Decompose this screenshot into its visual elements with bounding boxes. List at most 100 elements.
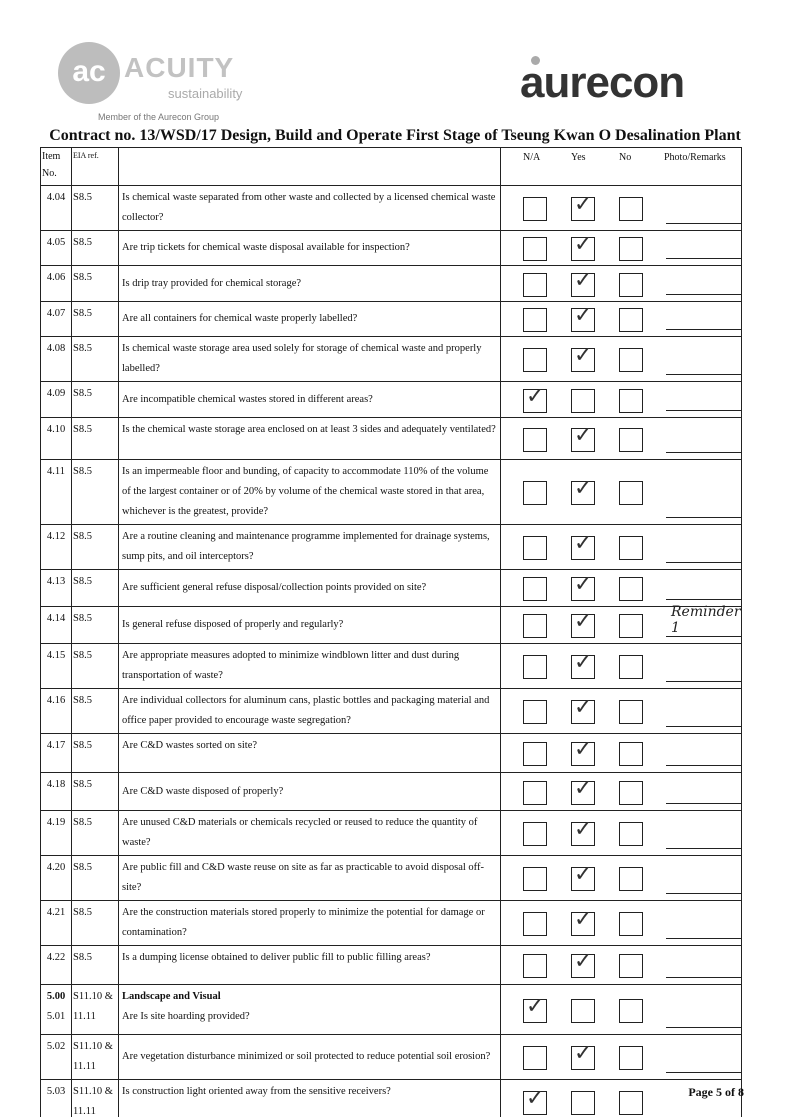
checkbox-no[interactable] <box>619 998 643 1023</box>
question-cell: Is construction light oriented away from… <box>118 1079 501 1117</box>
checkbox-na[interactable] <box>523 237 547 261</box>
remarks-line[interactable] <box>666 636 741 637</box>
checkbox-yes[interactable] <box>571 268 595 297</box>
checkbox-na[interactable] <box>523 427 547 452</box>
checkbox-yes[interactable] <box>571 609 595 638</box>
checkbox-no[interactable] <box>619 577 643 601</box>
checklist-row: 4.11 S8.5 Is an impermeable floor and bund… <box>40 459 742 525</box>
remarks-line[interactable] <box>666 374 741 375</box>
remarks-line[interactable] <box>666 803 741 804</box>
remarks-line[interactable] <box>666 1027 741 1028</box>
checkbox-no[interactable] <box>619 427 643 452</box>
checkbox-na[interactable] <box>523 700 547 724</box>
checkbox-no[interactable] <box>619 655 643 679</box>
remarks-line[interactable] <box>666 599 741 600</box>
checkbox-yes[interactable] <box>571 192 595 221</box>
checkbox-na[interactable] <box>523 822 547 846</box>
checkbox-na[interactable] <box>523 867 547 891</box>
checkbox-no[interactable] <box>619 272 643 297</box>
checkbox-yes[interactable] <box>571 776 595 805</box>
checkbox-na[interactable] <box>523 1046 547 1070</box>
checkbox-na[interactable] <box>523 655 547 679</box>
remarks-line[interactable] <box>666 681 741 682</box>
checkbox-yes[interactable] <box>571 1041 595 1070</box>
checkbox-yes[interactable] <box>571 949 595 978</box>
checklist-row: 4.14 S8.5 Is general refuse disposed of pr… <box>40 604 742 644</box>
checkbox-na[interactable] <box>523 577 547 601</box>
checkbox-na[interactable] <box>523 536 547 560</box>
remarks-line[interactable] <box>666 517 741 518</box>
remarks-line[interactable] <box>666 848 741 849</box>
checkbox-na[interactable] <box>523 272 547 297</box>
remarks-line[interactable] <box>666 977 741 978</box>
question-text: Is chemical waste storage area used sole… <box>122 343 482 374</box>
checkbox-no[interactable] <box>619 867 643 891</box>
remarks-line[interactable] <box>666 726 741 727</box>
checkbox-yes[interactable] <box>571 476 595 505</box>
checkbox-yes[interactable] <box>571 862 595 891</box>
checkbox-no[interactable] <box>619 614 643 638</box>
checkbox-no[interactable] <box>619 237 643 261</box>
checkbox-na[interactable] <box>523 742 547 766</box>
checkbox-yes[interactable] <box>571 303 595 332</box>
checkbox-na[interactable] <box>523 481 547 505</box>
checkbox-na[interactable] <box>523 348 547 372</box>
checkbox-yes[interactable] <box>571 531 595 560</box>
checkbox-yes[interactable] <box>571 650 595 679</box>
checkbox-no[interactable] <box>619 1046 643 1070</box>
remarks-line[interactable] <box>666 410 741 411</box>
checkbox-na[interactable] <box>523 614 547 638</box>
checkbox-no[interactable] <box>619 742 643 766</box>
checkbox-na[interactable] <box>523 780 547 805</box>
question-text: Is construction light oriented away from… <box>122 1086 391 1097</box>
checkbox-yes[interactable] <box>571 1091 595 1115</box>
checkbox-no[interactable] <box>619 780 643 805</box>
checkbox-na[interactable] <box>523 197 547 221</box>
checkbox-na[interactable] <box>523 912 547 936</box>
remarks-line[interactable] <box>666 938 741 939</box>
checkbox-yes[interactable] <box>571 998 595 1023</box>
remarks-line[interactable] <box>666 452 741 453</box>
checkbox-no[interactable] <box>619 822 643 846</box>
checkbox-yes[interactable] <box>571 572 595 601</box>
checkbox-yes[interactable] <box>571 817 595 846</box>
checkbox-yes[interactable] <box>571 232 595 261</box>
checkbox-na[interactable] <box>523 954 547 978</box>
checkbox-no[interactable] <box>619 954 643 978</box>
checkbox-no[interactable] <box>619 912 643 936</box>
question-text: Is a dumping license obtained to deliver… <box>122 952 431 963</box>
remarks-line[interactable] <box>666 294 741 295</box>
checkbox-no[interactable] <box>619 348 643 372</box>
checkbox-yes[interactable] <box>571 737 595 766</box>
remarks-line[interactable] <box>666 562 741 563</box>
checkbox-no[interactable] <box>619 481 643 505</box>
remarks-line[interactable] <box>666 765 741 766</box>
checkbox-yes[interactable] <box>571 388 595 413</box>
question-text: Are a routine cleaning and maintenance p… <box>122 531 490 562</box>
remarks-line[interactable] <box>666 258 741 259</box>
checkbox-na[interactable] <box>523 994 547 1023</box>
question-cell: Is a dumping license obtained to deliver… <box>118 945 501 985</box>
eia-ref: S8.5 <box>71 569 119 607</box>
checkbox-no[interactable] <box>619 536 643 560</box>
checklist-row: 4.17 S8.5 Are C&D wastes sorted on site? <box>40 733 742 773</box>
checkbox-no[interactable] <box>619 700 643 724</box>
checkbox-yes[interactable] <box>571 343 595 372</box>
checkbox-na[interactable] <box>523 1086 547 1115</box>
checkbox-no[interactable] <box>619 388 643 413</box>
checkbox-na[interactable] <box>523 384 547 413</box>
item-cell: 4.17 <box>40 733 72 773</box>
remarks-line[interactable] <box>666 223 741 224</box>
checkbox-yes[interactable] <box>571 695 595 724</box>
remarks-line[interactable] <box>666 1072 741 1073</box>
checkbox-no[interactable] <box>619 308 643 332</box>
checkbox-na[interactable] <box>523 308 547 332</box>
item-number: 4.05 <box>46 237 66 248</box>
checkbox-yes[interactable] <box>571 907 595 936</box>
question-cell: Is an impermeable floor and bunding, of … <box>118 459 501 525</box>
remarks-line[interactable] <box>666 329 741 330</box>
remarks-line[interactable] <box>666 893 741 894</box>
checkbox-yes[interactable] <box>571 423 595 452</box>
checkbox-no[interactable] <box>619 1091 643 1115</box>
checkbox-no[interactable] <box>619 197 643 221</box>
